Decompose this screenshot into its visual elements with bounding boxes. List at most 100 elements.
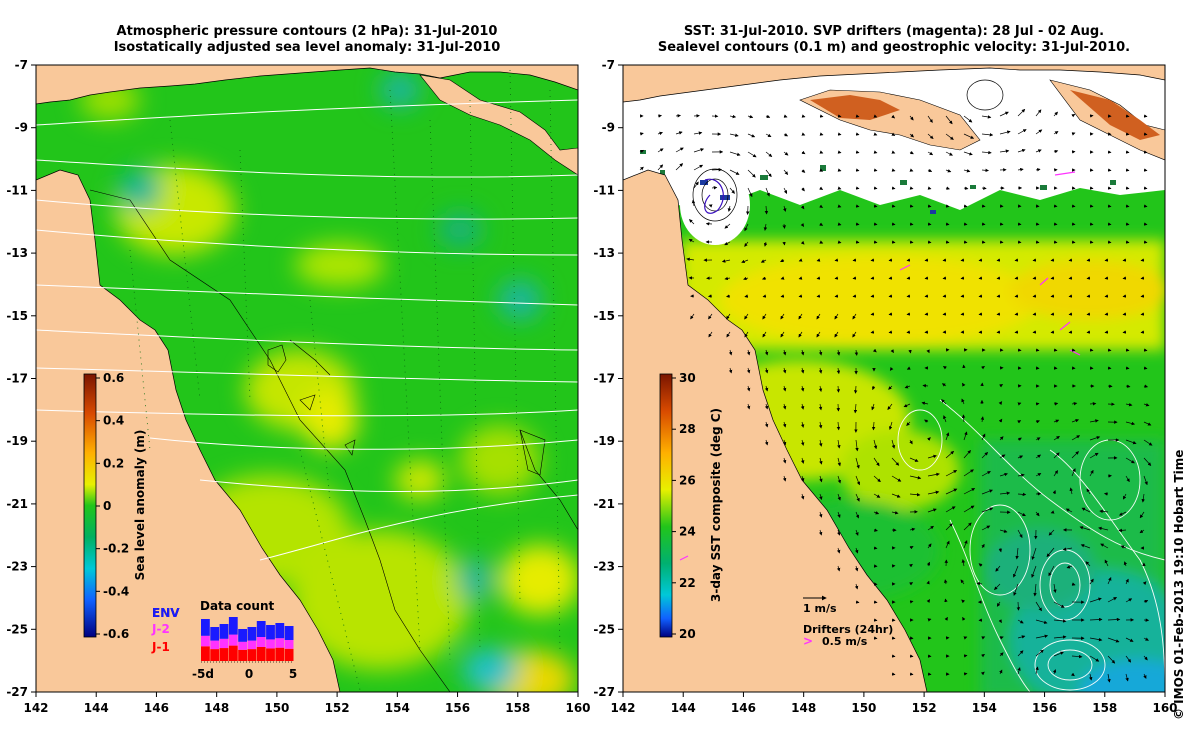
geostrophic-vector: [999, 436, 1004, 441]
data-count-bar-j2: [238, 641, 247, 650]
geostrophic-vector: [657, 164, 664, 171]
geostrophic-vector: [963, 169, 971, 173]
left-cbar-tick-label: 0.2: [103, 456, 124, 470]
right-lat-label: -21: [593, 497, 615, 511]
right-cbar-tick-label: 30: [679, 371, 696, 385]
left-land-new-guinea: [36, 65, 578, 105]
geostrophic-vector: [1017, 420, 1022, 424]
geostrophic-vector: [909, 582, 914, 586]
geostrophic-vector: [942, 258, 947, 262]
geostrophic-vector: [837, 439, 841, 449]
geostrophic-vector: [855, 529, 859, 536]
right-lon-label: 150: [851, 701, 876, 715]
geostrophic-vector: [1143, 599, 1149, 604]
geostrophic-vector: [675, 131, 683, 135]
geostrophic-vector: [1015, 547, 1019, 560]
data-count-bar-j1: [228, 645, 238, 661]
geostrophic-vector: [1143, 384, 1149, 388]
geostrophic-vector: [764, 403, 769, 410]
geostrophic-vector: [981, 507, 994, 513]
geostrophic-vector: [1017, 667, 1021, 675]
velocity-scale-label: 1 m/s: [803, 602, 837, 615]
geostrophic-vector: [999, 454, 1006, 459]
geostrophic-vector: [852, 294, 857, 298]
left-lon-label: 154: [385, 701, 410, 715]
data-count-bar-env: [238, 629, 247, 642]
geostrophic-vector: [903, 403, 911, 408]
geostrophic-vector: [981, 636, 986, 640]
geostrophic-vector: [996, 601, 1001, 607]
geostrophic-vector: [1086, 276, 1091, 280]
geostrophic-vector: [741, 259, 749, 264]
geostrophic-vector: [1032, 276, 1037, 280]
data-count-bar-j1: [219, 648, 229, 661]
geostrophic-vector: [945, 151, 953, 156]
geostrophic-vector: [726, 331, 731, 338]
geostrophic-vector: [981, 471, 991, 477]
geostrophic-vector: [1140, 258, 1145, 262]
geostrophic-vector: [1032, 294, 1037, 298]
geostrophic-vector: [1085, 561, 1091, 567]
geostrophic-vector: [891, 168, 896, 172]
geostrophic-vector: [1071, 435, 1081, 441]
geostrophic-vector: [837, 457, 841, 467]
geostrophic-vector: [1053, 150, 1059, 154]
right-lat-label: -15: [593, 309, 615, 323]
right-colorbar-ticks: 30 28 26 24 22 20: [672, 371, 696, 641]
geostrophic-vector: [855, 493, 860, 502]
geostrophic-vector: [690, 313, 695, 320]
geostrophic-vector: [999, 240, 1004, 244]
right-cbar-tick-label: 22: [679, 576, 696, 590]
geostrophic-vector: [783, 132, 789, 137]
geostrophic-vector: [981, 451, 989, 459]
geostrophic-vector: [873, 618, 878, 622]
geostrophic-vector: [1143, 366, 1148, 370]
geostrophic-vector: [764, 367, 769, 374]
geostrophic-vector: [744, 294, 749, 298]
right-lon-label: 144: [671, 701, 696, 715]
geostrophic-vector: [1052, 669, 1057, 675]
geostrophic-vector: [800, 223, 805, 227]
geostrophic-vector: [891, 654, 896, 658]
geostrophic-vector: [1125, 457, 1135, 464]
geostrophic-vector: [729, 114, 737, 119]
geostrophic-vector: [1107, 168, 1112, 172]
data-count-bar-j1: [247, 649, 257, 661]
geostrophic-vector: [891, 132, 896, 136]
geostrophic-vector: [1035, 240, 1040, 244]
geostrophic-vector: [800, 421, 805, 428]
geostrophic-vector: [888, 312, 893, 316]
geostrophic-vector: [873, 636, 878, 640]
left-cbar-tick-label: 0.6: [103, 371, 124, 385]
geostrophic-vector: [873, 114, 878, 118]
left-map: [36, 65, 578, 692]
geostrophic-vector: [1089, 222, 1094, 226]
geostrophic-vector: [819, 493, 823, 500]
geostrophic-vector: [1071, 113, 1076, 118]
right-cold-patches: [700, 180, 936, 214]
geostrophic-vector: [945, 450, 955, 459]
geostrophic-vector: [873, 222, 878, 226]
geostrophic-vector: [927, 115, 933, 123]
data-count-bar-j1: [284, 648, 294, 661]
geostrophic-vector: [1014, 258, 1019, 262]
geostrophic-vector: [855, 475, 861, 486]
geostrophic-vector: [998, 619, 1002, 624]
geostrophic-vector: [800, 439, 805, 446]
data-count-bar-j2: [275, 638, 285, 648]
geostrophic-vector: [888, 421, 893, 430]
geostrophic-vector: [765, 169, 772, 178]
geostrophic-vector: [818, 403, 823, 411]
geostrophic-vector: [852, 276, 857, 280]
data-count-bar-j1: [210, 649, 220, 661]
geostrophic-vector: [873, 493, 881, 498]
geostrophic-vector: [1052, 490, 1056, 495]
geostrophic-vector: [999, 384, 1004, 388]
geostrophic-vector: [945, 540, 950, 549]
geostrophic-vector: [1123, 561, 1128, 567]
geostrophic-vector: [1143, 240, 1148, 244]
data-count-axis-start: -5d: [192, 667, 214, 681]
geostrophic-vector: [1107, 617, 1121, 622]
geostrophic-vector: [782, 421, 787, 428]
geostrophic-vector: [1104, 312, 1109, 316]
